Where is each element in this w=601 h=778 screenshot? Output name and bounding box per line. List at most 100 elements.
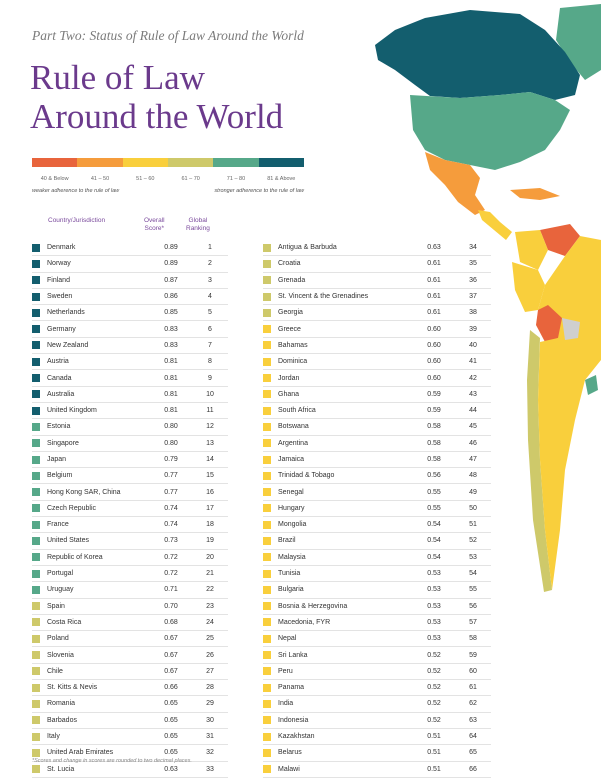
score-color-cell (263, 418, 278, 436)
table-row: Kazakhstan 0.51 64 (263, 728, 491, 746)
global-ranking: 8 (192, 353, 228, 371)
score-color-cell (263, 549, 278, 566)
table-row: Dominica 0.60 41 (263, 353, 491, 371)
table-row: France 0.74 18 (32, 516, 228, 534)
score-color-cell (32, 598, 47, 615)
score-color-cell (263, 761, 278, 778)
table-row: Ghana 0.59 43 (263, 386, 491, 403)
global-ranking: 59 (455, 646, 491, 664)
score-color-swatch (263, 292, 271, 301)
map-colombia (515, 230, 548, 270)
column-header-rank: Global Ranking (186, 217, 210, 233)
global-ranking: 51 (455, 516, 491, 534)
global-ranking: 38 (455, 304, 491, 322)
score-color-cell (263, 451, 278, 469)
table-row: South Africa 0.59 44 (263, 402, 491, 420)
table-row: Botswana 0.58 45 (263, 418, 491, 436)
country-name: Jordan (278, 369, 413, 387)
global-ranking: 44 (455, 402, 491, 420)
score-color-swatch (263, 390, 271, 399)
column-header-score: Overall Score* (144, 217, 165, 233)
table-row: Estonia 0.80 12 (32, 418, 228, 436)
table-row: Indonesia 0.52 63 (263, 712, 491, 729)
overall-score: 0.81 (150, 369, 192, 387)
table-row: United Kingdom 0.81 11 (32, 402, 228, 420)
country-name: Trinidad & Tobago (278, 467, 413, 485)
score-color-swatch (263, 488, 271, 497)
score-color-swatch (263, 504, 271, 513)
table-row: Nepal 0.53 58 (263, 630, 491, 648)
score-color-swatch (32, 308, 40, 317)
table-row: Croatia 0.61 35 (263, 255, 491, 273)
country-name: Belgium (47, 467, 150, 485)
table-row: New Zealand 0.83 7 (32, 337, 228, 355)
global-ranking: 52 (455, 532, 491, 550)
overall-score: 0.83 (150, 320, 192, 338)
score-color-swatch (263, 243, 271, 252)
global-ranking: 50 (455, 500, 491, 518)
table-row: Austria 0.81 8 (32, 353, 228, 371)
score-color-cell (32, 549, 47, 566)
score-color-cell (32, 418, 47, 436)
country-name: Sweden (47, 288, 150, 306)
score-color-cell (263, 483, 278, 501)
table-row: Chile 0.67 27 (32, 663, 228, 681)
score-color-cell (263, 728, 278, 746)
score-color-swatch (32, 651, 40, 660)
overall-score: 0.52 (413, 646, 455, 664)
country-name: Mongolia (278, 516, 413, 534)
table-row: Japan 0.79 14 (32, 451, 228, 469)
country-name: Greece (278, 320, 413, 338)
country-name: Dominica (278, 353, 413, 371)
legend-label: 81 & Above (267, 176, 296, 182)
global-ranking: 20 (192, 549, 228, 566)
country-name: France (47, 516, 150, 534)
global-ranking: 33 (192, 761, 228, 778)
score-color-swatch (32, 699, 40, 708)
score-color-cell (32, 516, 47, 534)
global-ranking: 29 (192, 695, 228, 713)
score-color-cell (32, 483, 47, 501)
overall-score: 0.73 (150, 532, 192, 550)
country-name: Hong Kong SAR, China (47, 483, 150, 501)
global-ranking: 21 (192, 565, 228, 583)
score-color-cell (263, 532, 278, 550)
overall-score: 0.54 (413, 516, 455, 534)
score-color-cell (32, 288, 47, 306)
table-row: Trinidad & Tobago 0.56 48 (263, 467, 491, 485)
score-color-swatch (263, 634, 271, 643)
score-color-cell (32, 435, 47, 452)
global-ranking: 24 (192, 614, 228, 632)
column-header-rank-line-2: Ranking (186, 225, 210, 232)
legend-swatch (213, 158, 259, 167)
global-ranking: 26 (192, 646, 228, 664)
table-row: United Arab Emirates 0.65 32 (32, 744, 228, 762)
global-ranking: 22 (192, 581, 228, 599)
global-ranking: 56 (455, 598, 491, 615)
table-row: Uruguay 0.71 22 (32, 581, 228, 599)
overall-score: 0.51 (413, 744, 455, 762)
overall-score: 0.74 (150, 500, 192, 518)
overall-score: 0.61 (413, 304, 455, 322)
overall-score: 0.52 (413, 695, 455, 713)
score-color-cell (32, 695, 47, 713)
score-color-swatch (32, 292, 40, 301)
score-color-cell (263, 565, 278, 583)
country-name: Italy (47, 728, 150, 746)
score-color-cell (32, 532, 47, 550)
global-ranking: 27 (192, 663, 228, 681)
global-ranking: 65 (455, 744, 491, 762)
score-color-cell (32, 353, 47, 371)
global-ranking: 30 (192, 712, 228, 729)
legend-note-stronger: stronger adherence to the rule of law (214, 188, 304, 194)
country-name: Argentina (278, 435, 413, 452)
country-name: Sri Lanka (278, 646, 413, 664)
overall-score: 0.77 (150, 483, 192, 501)
global-ranking: 39 (455, 320, 491, 338)
score-legend: 40 & Below 41 – 50 51 – 60 61 – 70 71 – 80 81… (32, 158, 304, 194)
global-ranking: 49 (455, 483, 491, 501)
overall-score: 0.77 (150, 467, 192, 485)
score-color-swatch (263, 357, 271, 366)
score-color-swatch (32, 243, 40, 252)
table-row: Portugal 0.72 21 (32, 565, 228, 583)
